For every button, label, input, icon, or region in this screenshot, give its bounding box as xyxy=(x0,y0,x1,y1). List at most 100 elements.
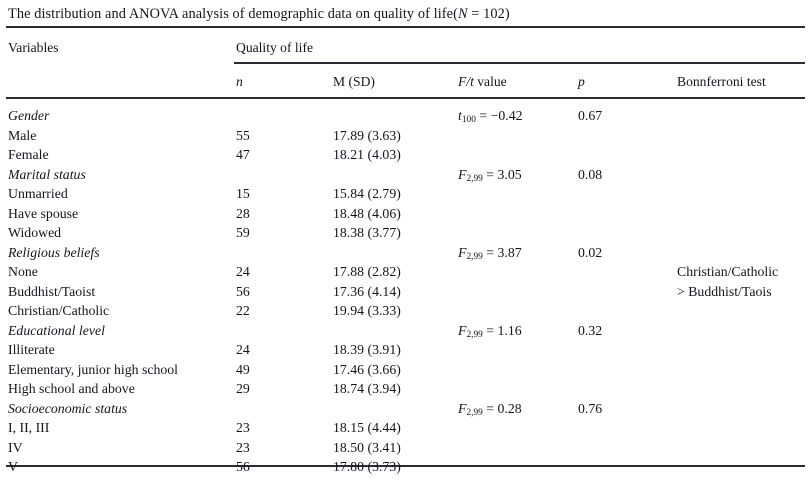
column-header-mean-sd: M (SD) xyxy=(333,74,375,89)
row-group-label: Socioeconomic status xyxy=(8,400,128,416)
row-variable-label: High school and above xyxy=(8,381,135,396)
row-cell-ft-value: F2,99 = 1.16 xyxy=(458,321,522,344)
ft-statistic-df: 100 xyxy=(461,115,476,126)
row-cell-mean-sd: 17.88 (2.82) xyxy=(333,264,401,279)
row-variable-label: IV xyxy=(8,439,23,455)
ft-statistic-symbol: F xyxy=(458,244,467,260)
row-cell-p-value: 0.02 xyxy=(578,244,603,260)
rule-top xyxy=(6,26,805,29)
row-cell-mean-sd: 17.36 (4.14) xyxy=(333,283,401,299)
table-row: Gender t100 = −0.42 0.67 xyxy=(0,106,811,126)
row-variable-label: Have spouse xyxy=(8,205,79,221)
row-cell-n: 47 xyxy=(236,147,250,162)
row-cell-ft-value: t100 = −0.42 xyxy=(458,106,523,129)
row-cell-n: 56 xyxy=(236,283,250,299)
rule-header-bottom xyxy=(6,97,805,100)
column-header-bonnferroni: Bonnferroni test xyxy=(677,74,766,89)
table-row: Christian/Catholic 22 19.94 (3.33) xyxy=(0,301,811,321)
row-cell-n: 24 xyxy=(236,264,250,279)
row-cell-mean-sd: 18.39 (3.91) xyxy=(333,342,401,357)
row-cell-bonnferroni: > Buddhist/Taois xyxy=(677,283,772,299)
row-cell-p-value: 0.08 xyxy=(578,166,603,182)
row-cell-mean-sd: 18.15 (4.44) xyxy=(333,420,401,435)
row-variable-label: Unmarried xyxy=(8,186,68,201)
row-group-label: Educational level xyxy=(8,322,105,338)
row-cell-mean-sd: 17.89 (3.63) xyxy=(333,127,401,143)
table-row: Unmarried 15 15.84 (2.79) xyxy=(0,184,811,204)
row-cell-mean-sd: 18.50 (3.41) xyxy=(333,439,401,455)
row-variable-label: Female xyxy=(8,147,49,162)
ft-statistic-symbol: F xyxy=(458,322,467,338)
row-cell-n: 49 xyxy=(236,361,250,377)
row-cell-ft-value: F2,99 = 3.05 xyxy=(458,165,522,188)
row-variable-label: Elementary, junior high school xyxy=(8,361,178,377)
column-group-header-quality-of-life: Quality of life xyxy=(236,40,314,55)
table-row: None 24 17.88 (2.82) Christian/Catholic xyxy=(0,262,811,282)
row-cell-n: 23 xyxy=(236,420,250,435)
row-cell-n: 22 xyxy=(236,303,250,318)
row-cell-mean-sd: 18.74 (3.94) xyxy=(333,381,401,396)
row-cell-n: 59 xyxy=(236,225,250,240)
table-row: High school and above 29 18.74 (3.94) xyxy=(0,379,811,399)
row-cell-n: 24 xyxy=(236,342,250,357)
column-header-ft-value: F/t value xyxy=(458,74,507,90)
row-cell-bonnferroni: Christian/Catholic xyxy=(677,264,779,279)
caption-n-symbol: N xyxy=(457,6,468,22)
row-cell-mean-sd: 18.38 (3.77) xyxy=(333,225,401,240)
table-row: Elementary, junior high school 49 17.46 (3… xyxy=(0,360,811,380)
row-group-label: Religious beliefs xyxy=(8,244,100,260)
table-row: Widowed 59 18.38 (3.77) xyxy=(0,223,811,243)
ft-statistic-symbol: F xyxy=(458,400,467,416)
ft-statistic-value: = 1.16 xyxy=(482,322,522,338)
row-variable-label: Buddhist/Taoist xyxy=(8,283,96,299)
ft-statistic-value: = −0.42 xyxy=(475,108,523,123)
row-cell-n: 29 xyxy=(236,381,250,396)
row-cell-n: 55 xyxy=(236,127,250,143)
row-cell-p-value: 0.32 xyxy=(578,322,603,338)
rule-subheader xyxy=(234,62,805,64)
row-variable-label: Widowed xyxy=(8,225,62,240)
ft-statistic-value: = 0.28 xyxy=(482,400,522,416)
ft-statistic-value: = 3.87 xyxy=(482,244,522,260)
row-cell-n: 28 xyxy=(236,205,250,221)
rule-bottom xyxy=(6,465,805,468)
table-row: Have spouse 28 18.48 (4.06) xyxy=(0,204,811,224)
row-cell-mean-sd: 18.21 (4.03) xyxy=(333,147,401,162)
column-header-n: n xyxy=(236,74,243,89)
ft-label-rest: value xyxy=(473,74,507,89)
table-row: Illiterate 24 18.39 (3.91) xyxy=(0,340,811,360)
row-cell-mean-sd: 19.94 (3.33) xyxy=(333,303,401,318)
column-header-variables: Variables xyxy=(8,40,59,55)
table-row: I, II, III 23 18.15 (4.44) xyxy=(0,418,811,438)
row-cell-mean-sd: 15.84 (2.79) xyxy=(333,186,401,201)
table-row: Socioeconomic status F2,99 = 0.28 0.76 xyxy=(0,399,811,419)
row-group-label: Marital status xyxy=(8,166,86,182)
table-row: IV 23 18.50 (3.41) xyxy=(0,438,811,458)
ft-statistic-symbol: F xyxy=(458,166,467,182)
row-variable-label: Christian/Catholic xyxy=(8,303,110,318)
ft-statistic-df: 2,99 xyxy=(466,251,483,262)
ft-statistic-symbol: t xyxy=(458,108,462,123)
row-variable-label: Illiterate xyxy=(8,342,55,357)
row-cell-mean-sd: 17.46 (3.66) xyxy=(333,361,401,377)
row-group-label: Gender xyxy=(8,108,50,123)
row-variable-label: V xyxy=(8,459,18,474)
row-cell-n: 56 xyxy=(236,459,250,474)
table-row: Male 55 17.89 (3.63) xyxy=(0,126,811,146)
ft-statistic-df: 2,99 xyxy=(466,407,483,418)
column-header-p: p xyxy=(578,74,585,89)
row-cell-p-value: 0.67 xyxy=(578,108,603,123)
row-cell-p-value: 0.76 xyxy=(578,400,603,416)
row-variable-label: I, II, III xyxy=(8,420,50,435)
row-cell-ft-value: F2,99 = 0.28 xyxy=(458,399,522,422)
ft-statistic-value: = 3.05 xyxy=(482,166,522,182)
ft-symbol: F/t xyxy=(458,74,474,89)
ft-statistic-df: 2,99 xyxy=(466,173,483,184)
table-row: Religious beliefs F2,99 = 3.87 0.02 xyxy=(0,243,811,263)
caption-text-before: The distribution and ANOVA analysis of d… xyxy=(8,6,458,22)
table-row: Female 47 18.21 (4.03) xyxy=(0,145,811,165)
table-caption: The distribution and ANOVA analysis of d… xyxy=(8,5,788,23)
row-cell-ft-value: F2,99 = 3.87 xyxy=(458,243,522,266)
row-cell-n: 23 xyxy=(236,439,250,455)
row-variable-label: Male xyxy=(8,127,37,143)
